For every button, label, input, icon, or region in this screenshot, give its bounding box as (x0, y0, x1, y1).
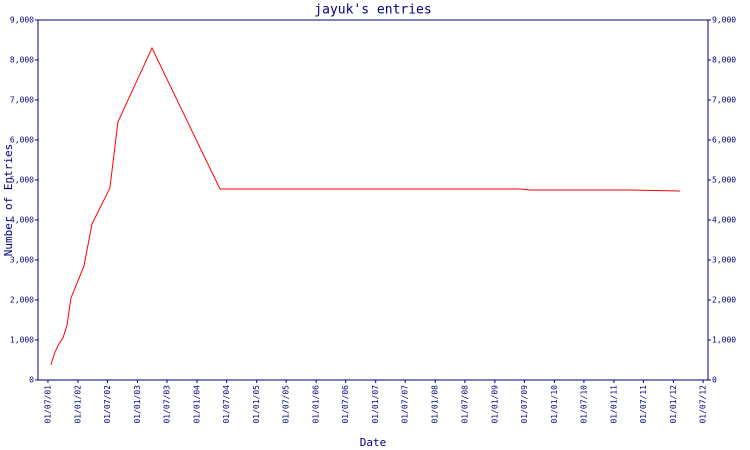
y-tick-label: 9,000 (10, 16, 34, 25)
x-tick-label: 01/07/08 (460, 385, 469, 424)
y2-tick-label: 7,000 (712, 96, 736, 105)
x-tick-label: 01/01/09 (490, 385, 499, 424)
y2-tick-label: 9,000 (712, 16, 736, 25)
y2-tick-label: 5,000 (712, 176, 736, 185)
x-tick-label: 01/01/06 (312, 385, 321, 424)
y2-tick-label: 4,000 (712, 216, 736, 225)
x-tick-label: 01/01/02 (73, 385, 82, 424)
x-tick-label: 01/07/12 (699, 385, 708, 424)
x-tick-label: 01/07/06 (341, 385, 350, 424)
x-tick-label: 01/01/03 (133, 385, 142, 424)
y-tick-label: 3,000 (10, 256, 34, 265)
y-tick-label: 1,000 (10, 336, 34, 345)
y-tick-label: 6,000 (10, 136, 34, 145)
x-tick-label: 01/07/07 (401, 385, 410, 424)
x-tick-label: 01/01/11 (609, 385, 618, 424)
y-tick-label: 2,000 (10, 296, 34, 305)
y-tick-label: 5,000 (10, 176, 34, 185)
x-tick-label: 01/01/10 (550, 385, 559, 424)
x-tick-label: 01/07/09 (520, 385, 529, 424)
x-tick-label: 01/01/04 (192, 385, 201, 424)
x-axis-label: Date (360, 436, 387, 449)
x-tick-label: 01/01/12 (669, 385, 678, 424)
x-tick-label: 01/07/11 (639, 385, 648, 424)
y2-tick-label: 3,000 (712, 256, 736, 265)
plot-frame (37, 19, 709, 381)
y-tick-label: 0 (29, 376, 34, 385)
x-tick-label: 01/07/04 (222, 385, 231, 424)
y2-tick-label: 8,000 (712, 56, 736, 65)
x-tick-label: 01/01/08 (431, 385, 440, 424)
x-tick-label: 01/07/02 (103, 385, 112, 424)
y2-tick-label: 6,000 (712, 136, 736, 145)
y-tick-label: 4,000 (10, 216, 34, 225)
x-tick-label: 01/01/07 (371, 385, 380, 424)
y-tick-label: 8,000 (10, 56, 34, 65)
data-line (50, 46, 680, 366)
y-tick-label: 7,000 (10, 96, 34, 105)
x-tick-label: 01/01/05 (252, 385, 261, 424)
x-tick-label: 01/07/01 (43, 385, 52, 424)
x-tick-label: 01/07/03 (162, 385, 171, 424)
y-axis-label: Number of Entries (2, 144, 15, 257)
y2-tick-label: 2,000 (712, 296, 736, 305)
x-tick-label: 01/07/10 (579, 385, 588, 424)
x-tick-label: 01/07/05 (282, 385, 291, 424)
chart-title: jayuk's entries (314, 3, 431, 18)
y2-tick-label: 1,000 (712, 336, 736, 345)
y2-tick-label: 0 (712, 376, 717, 385)
